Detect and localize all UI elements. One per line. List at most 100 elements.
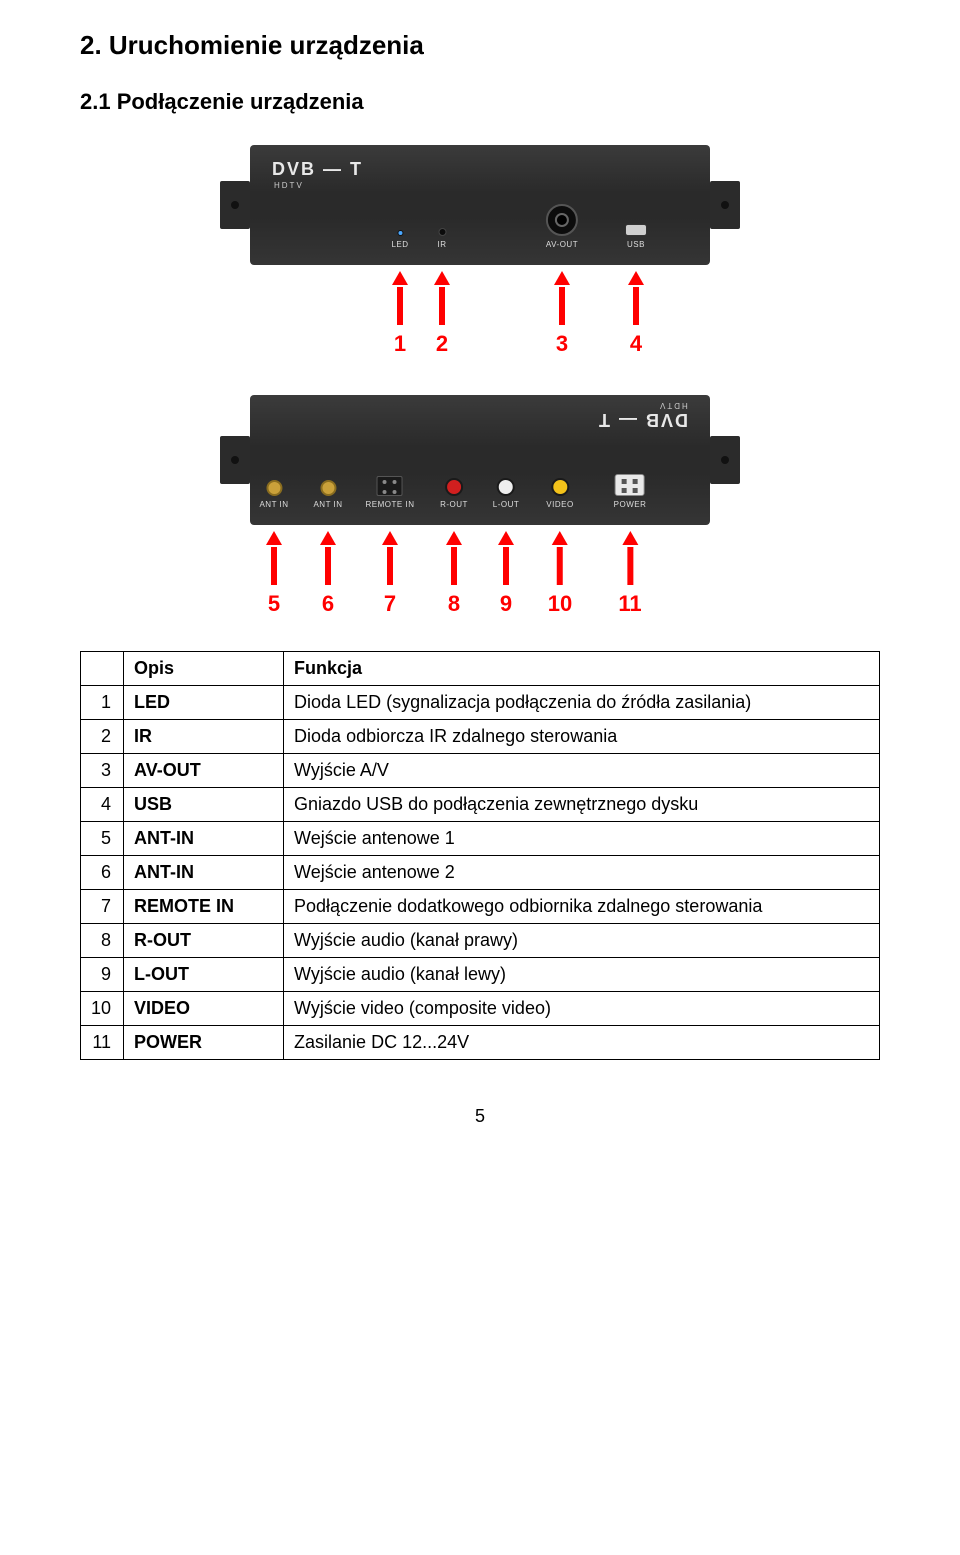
arrow-stem bbox=[557, 547, 563, 585]
device-rear-body: DVB — T HDTV ANT IN ANT IN REMOTE IN R-OUT L… bbox=[250, 395, 710, 525]
row-desc: Zasilanie DC 12...24V bbox=[284, 1026, 880, 1060]
rear-port-5: L-OUT bbox=[493, 478, 520, 509]
arrow-number: 8 bbox=[448, 591, 460, 617]
rear-port-2-label: ANT IN bbox=[313, 500, 342, 509]
row-desc: Wyjście A/V bbox=[284, 754, 880, 788]
front-arrow-3: 3 bbox=[554, 271, 570, 357]
row-desc: Dioda LED (sygnalizacja podłączenia do ź… bbox=[284, 686, 880, 720]
arrow-stem bbox=[503, 547, 509, 585]
brand-sub-rear: HDTV bbox=[658, 401, 688, 410]
row-abbr: IR bbox=[124, 720, 284, 754]
rear-arrow-5: 5 bbox=[266, 531, 282, 617]
front-port-4-label: USB bbox=[627, 240, 645, 249]
table-row: 8R-OUTWyjście audio (kanał prawy) bbox=[81, 924, 880, 958]
device-front-body: DVB — T HDTV LED IR AV-OUT USB bbox=[250, 145, 710, 265]
rear-arrow-6: 6 bbox=[320, 531, 336, 617]
row-abbr: LED bbox=[124, 686, 284, 720]
table-row: 10VIDEOWyjście video (composite video) bbox=[81, 992, 880, 1026]
arrow-number: 4 bbox=[630, 331, 642, 357]
table-row: 6ANT-INWejście antenowe 2 bbox=[81, 856, 880, 890]
row-num: 10 bbox=[81, 992, 124, 1026]
table-row: 3AV-OUTWyjście A/V bbox=[81, 754, 880, 788]
brand-label-front: DVB — T bbox=[272, 159, 363, 180]
rear-port-1-label: ANT IN bbox=[259, 500, 288, 509]
row-num: 9 bbox=[81, 958, 124, 992]
front-port-3: AV-OUT bbox=[546, 204, 578, 249]
front-arrows: 1 2 3 4 bbox=[250, 271, 710, 355]
front-port-2-label: IR bbox=[438, 240, 447, 249]
row-num: 2 bbox=[81, 720, 124, 754]
th-funkcja: Funkcja bbox=[284, 652, 880, 686]
rear-port-3-label: REMOTE IN bbox=[366, 500, 415, 509]
device-rear-panel: DVB — T HDTV ANT IN ANT IN REMOTE IN R-OUT L… bbox=[250, 395, 710, 615]
mount-ear-left-rear bbox=[220, 436, 250, 484]
front-port-2-icon bbox=[438, 228, 446, 236]
front-ports-row: LED IR AV-OUT USB bbox=[250, 199, 710, 255]
row-num: 4 bbox=[81, 788, 124, 822]
arrow-stem bbox=[439, 287, 445, 325]
front-port-4-icon bbox=[625, 224, 647, 236]
front-arrow-1: 1 bbox=[392, 271, 408, 357]
table-row: 4USBGniazdo USB do podłączenia zewnętrzn… bbox=[81, 788, 880, 822]
brand-label-rear: DVB — T bbox=[597, 409, 688, 430]
row-num: 5 bbox=[81, 822, 124, 856]
front-port-3-label: AV-OUT bbox=[546, 240, 578, 249]
arrow-number: 2 bbox=[436, 331, 448, 357]
rear-port-2-icon bbox=[320, 480, 336, 496]
rear-port-6-icon bbox=[551, 478, 569, 496]
arrow-number: 9 bbox=[500, 591, 512, 617]
arrow-stem bbox=[627, 547, 633, 585]
arrow-up-icon bbox=[446, 531, 462, 545]
arrow-up-icon bbox=[266, 531, 282, 545]
rear-arrow-8: 8 bbox=[446, 531, 462, 617]
arrow-number: 10 bbox=[548, 591, 572, 617]
front-port-1-label: LED bbox=[391, 240, 408, 249]
arrow-up-icon bbox=[382, 531, 398, 545]
rear-port-1-icon bbox=[266, 480, 282, 496]
rear-arrow-9: 9 bbox=[498, 531, 514, 617]
rear-ports-row: ANT INANT INREMOTE INR-OUTL-OUTVIDEOPOWE… bbox=[250, 459, 710, 515]
ports-description-table: Opis Funkcja 1LEDDioda LED (sygnalizacja… bbox=[80, 651, 880, 1060]
arrow-number: 5 bbox=[268, 591, 280, 617]
rear-port-7-icon bbox=[615, 474, 645, 496]
rear-arrow-7: 7 bbox=[382, 531, 398, 617]
mount-ear-right bbox=[710, 181, 740, 229]
row-desc: Wyjście audio (kanał lewy) bbox=[284, 958, 880, 992]
row-num: 3 bbox=[81, 754, 124, 788]
rear-port-3: REMOTE IN bbox=[366, 476, 415, 509]
th-opis: Opis bbox=[124, 652, 284, 686]
arrow-up-icon bbox=[392, 271, 408, 285]
front-port-2: IR bbox=[438, 228, 447, 249]
rear-port-4: R-OUT bbox=[440, 478, 468, 509]
brand-sub-front: HDTV bbox=[274, 181, 304, 190]
th-blank bbox=[81, 652, 124, 686]
row-desc: Dioda odbiorcza IR zdalnego sterowania bbox=[284, 720, 880, 754]
rear-arrow-11: 11 bbox=[618, 531, 641, 617]
arrow-stem bbox=[325, 547, 331, 585]
arrow-up-icon bbox=[554, 271, 570, 285]
table-row: 7REMOTE INPodłączenie dodatkowego odbior… bbox=[81, 890, 880, 924]
arrow-up-icon bbox=[434, 271, 450, 285]
arrow-stem bbox=[559, 287, 565, 325]
front-arrow-2: 2 bbox=[434, 271, 450, 357]
arrow-stem bbox=[271, 547, 277, 585]
row-abbr: VIDEO bbox=[124, 992, 284, 1026]
arrow-up-icon bbox=[628, 271, 644, 285]
page-number: 5 bbox=[80, 1106, 880, 1127]
rear-port-4-icon bbox=[445, 478, 463, 496]
row-abbr: USB bbox=[124, 788, 284, 822]
arrow-up-icon bbox=[320, 531, 336, 545]
arrow-number: 3 bbox=[556, 331, 568, 357]
arrow-stem bbox=[633, 287, 639, 325]
subsection-title: 2.1 Podłączenie urządzenia bbox=[80, 89, 880, 115]
device-front-panel: DVB — T HDTV LED IR AV-OUT USB 1 2 3 4 bbox=[250, 145, 710, 355]
arrow-stem bbox=[387, 547, 393, 585]
row-abbr: R-OUT bbox=[124, 924, 284, 958]
arrow-number: 11 bbox=[618, 591, 641, 617]
rear-port-5-label: L-OUT bbox=[493, 500, 520, 509]
rear-port-5-icon bbox=[497, 478, 515, 496]
rear-port-7-label: POWER bbox=[614, 500, 647, 509]
rear-port-4-label: R-OUT bbox=[440, 500, 468, 509]
row-num: 11 bbox=[81, 1026, 124, 1060]
table-header-row: Opis Funkcja bbox=[81, 652, 880, 686]
